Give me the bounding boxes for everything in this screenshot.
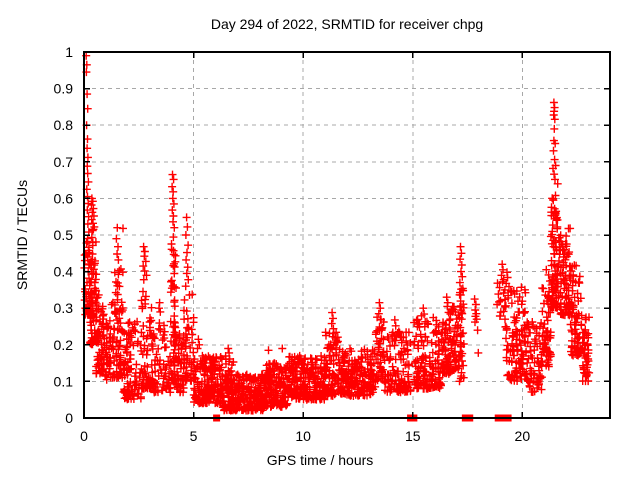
y-tick-label: 0.6 (54, 190, 74, 206)
y-tick-label: 0 (65, 410, 73, 426)
y-tick-label: 0.5 (54, 227, 74, 243)
x-tick-label: 20 (515, 428, 531, 444)
x-tick-label: 5 (190, 428, 198, 444)
data-point-markers (80, 51, 594, 415)
y-tick-label: 0.1 (54, 373, 74, 389)
x-axis-label: GPS time / hours (266, 452, 374, 468)
y-tick-label: 0.7 (54, 154, 74, 170)
chart-title: Day 294 of 2022, SRMTID for receiver chp… (210, 16, 484, 32)
x-tick-label: 0 (80, 428, 88, 444)
x-tick-label: 15 (405, 428, 421, 444)
x-tick-label: 10 (295, 428, 311, 444)
y-tick-label: 0.8 (54, 117, 74, 133)
y-tick-label: 0.4 (54, 264, 74, 280)
y-tick-label: 1 (65, 44, 73, 60)
y-tick-label: 0.3 (54, 300, 74, 316)
y-tick-label: 0.9 (54, 81, 74, 97)
y-tick-label: 0.2 (54, 337, 74, 353)
